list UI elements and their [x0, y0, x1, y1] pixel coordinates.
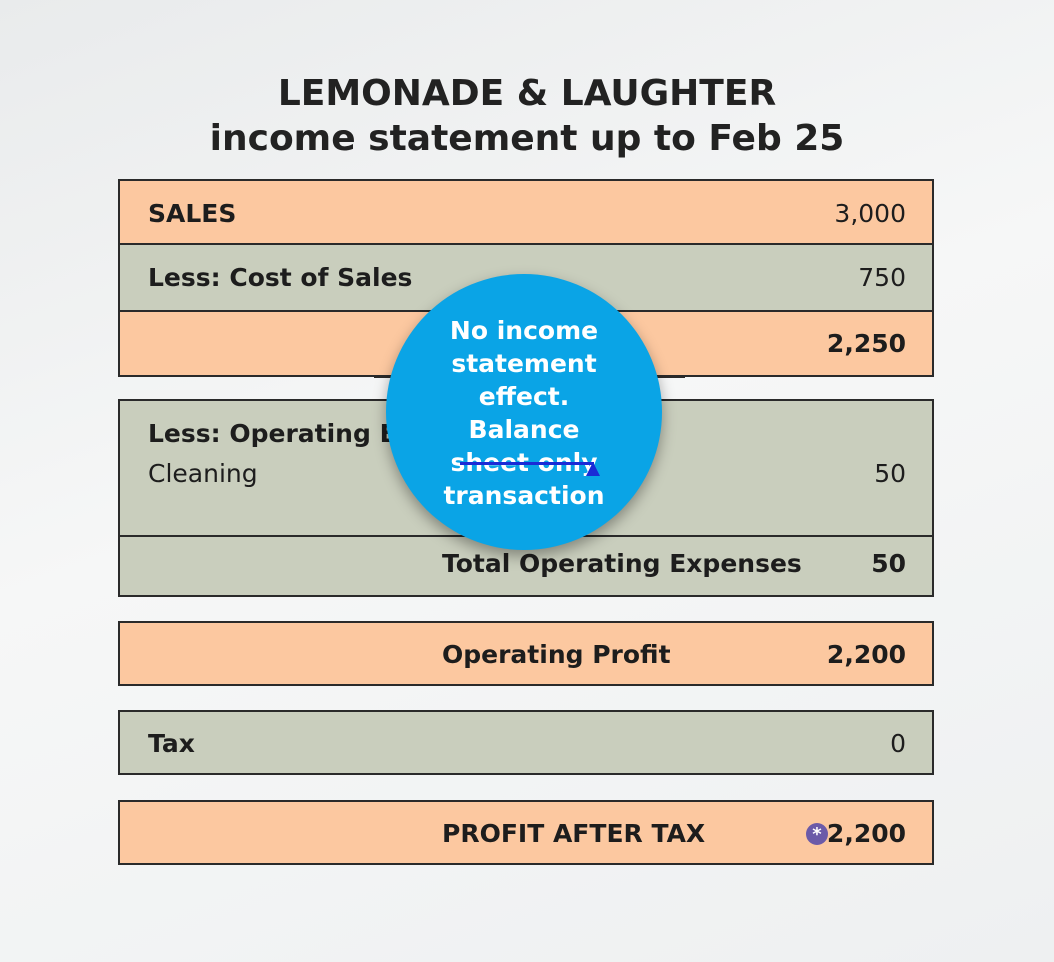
- total-operating-expenses-label: Total Operating Expenses: [442, 549, 802, 578]
- callout-circle: No income statement effect. Balance shee…: [386, 274, 662, 550]
- insertion-caret-icon: [586, 462, 600, 476]
- operating-expenses-label: Less: Operating Ex: [148, 419, 413, 448]
- cost-of-sales-label: Less: Cost of Sales: [148, 263, 413, 292]
- company-title: LEMONADE & LAUGHTER: [277, 73, 777, 114]
- total-operating-expenses-value: 50: [871, 549, 906, 578]
- callout-line-6: transaction: [443, 481, 605, 510]
- sales-row: SALES 3,000: [118, 179, 934, 245]
- statement-subtitle: income statement up to Feb 25: [209, 118, 845, 159]
- profit-after-tax-value: 2,200: [826, 819, 906, 848]
- callout-line-4: Balance: [468, 415, 580, 444]
- operating-profit-label: Operating Profit: [442, 640, 671, 669]
- tax-row: Tax 0: [118, 710, 934, 775]
- gross-profit-value: 2,250: [826, 329, 906, 358]
- operating-profit-value: 2,200: [826, 640, 906, 669]
- expense-item-label: Cleaning: [148, 459, 258, 488]
- asterisk-marker-icon: *: [806, 823, 828, 845]
- tax-value: 0: [890, 729, 906, 758]
- sales-value: 3,000: [834, 199, 906, 228]
- callout-line-2: statement: [451, 349, 597, 378]
- callout-line-1: No income: [449, 316, 599, 345]
- profit-after-tax-row: PROFIT AFTER TAX * 2,200: [118, 800, 934, 865]
- tax-label: Tax: [148, 729, 195, 758]
- callout-line-3: effect.: [478, 382, 570, 411]
- expense-item-value: 50: [874, 459, 906, 488]
- sales-label: SALES: [148, 199, 237, 228]
- cost-of-sales-value: 750: [858, 263, 906, 292]
- operating-profit-row: Operating Profit 2,200: [118, 621, 934, 686]
- profit-after-tax-label: PROFIT AFTER TAX: [442, 819, 706, 848]
- strikethrough-mark: [460, 462, 594, 465]
